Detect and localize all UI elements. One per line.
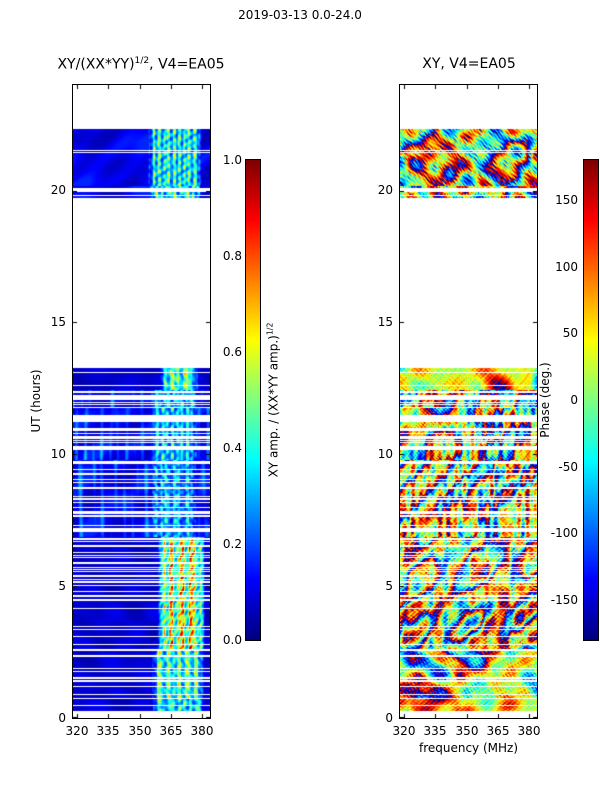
right-x-axis-label: frequency (MHz) — [418, 741, 519, 755]
right-colorbar-gradient — [584, 160, 598, 640]
right-colorbar-label: Phase (deg.) — [538, 362, 552, 438]
left-ytick-label: 10 — [50, 447, 66, 461]
left-colorbar-tick-label: 0.6 — [222, 345, 242, 359]
right-xtick-label: 320 — [392, 724, 416, 738]
right-colorbar — [583, 159, 599, 641]
left-colorbar-tick-label: 0.2 — [222, 537, 242, 551]
right-colorbar-tick-label: -150 — [550, 593, 578, 607]
left-colorbar-label-text: XY amp. / (XX*YY amp.) — [266, 335, 281, 478]
left-ytick-label: 20 — [50, 183, 66, 197]
right-xtick-label: 350 — [455, 724, 479, 738]
right-heatmap-panel — [399, 84, 538, 719]
right-ytick-label: 0 — [385, 711, 393, 725]
left-colorbar-gradient — [246, 160, 260, 640]
left-panel-title-sup: 1/2 — [134, 56, 150, 66]
right-panel-title: XY, V4=EA05 — [422, 56, 516, 72]
left-panel-title-suffix: , V4=EA05 — [149, 56, 225, 73]
left-colorbar-tick-label: 0.0 — [222, 633, 242, 647]
right-colorbar-tick-label: 100 — [555, 260, 578, 274]
right-heatmap-canvas — [400, 85, 537, 718]
left-ytick-label: 15 — [50, 315, 66, 329]
right-ytick-label: 10 — [377, 447, 393, 461]
left-xtick-label: 365 — [159, 724, 183, 738]
right-colorbar-tick-label: -50 — [558, 460, 578, 474]
left-colorbar-tick-label: 1.0 — [222, 153, 242, 167]
right-ytick-label: 15 — [377, 315, 393, 329]
left-xtick-label: 350 — [128, 724, 152, 738]
figure-title: 2019-03-13 0.0-24.0 — [238, 8, 362, 22]
right-colorbar-tick-label: 50 — [562, 326, 578, 340]
left-panel-title: XY/(XX*YY)1/2, V4=EA05 — [57, 56, 224, 73]
left-colorbar — [245, 159, 261, 641]
left-ytick-label: 5 — [58, 579, 66, 593]
right-colorbar-tick-label: 0 — [570, 393, 578, 407]
left-colorbar-tick-label: 0.4 — [222, 441, 242, 455]
right-colorbar-tick-label: -100 — [550, 526, 578, 540]
left-colorbar-tick-label: 0.8 — [222, 249, 242, 263]
left-xtick-label: 335 — [96, 724, 120, 738]
left-heatmap-panel — [72, 84, 211, 719]
right-xtick-label: 365 — [486, 724, 510, 738]
left-xtick-label: 320 — [65, 724, 89, 738]
left-ytick-label: 0 — [58, 711, 66, 725]
left-panel-title-text: XY/(XX*YY) — [57, 56, 135, 73]
right-xtick-label: 380 — [517, 724, 541, 738]
left-heatmap-canvas — [73, 85, 210, 718]
left-colorbar-label-sup: 1/2 — [265, 322, 275, 336]
right-colorbar-tick-label: 150 — [555, 193, 578, 207]
right-ytick-label: 20 — [377, 183, 393, 197]
right-xtick-label: 335 — [423, 724, 447, 738]
right-ytick-label: 5 — [385, 579, 393, 593]
left-xtick-label: 380 — [190, 724, 214, 738]
left-colorbar-label: XY amp. / (XX*YY amp.)1/2 — [266, 323, 281, 478]
left-y-axis-label: UT (hours) — [29, 369, 43, 433]
